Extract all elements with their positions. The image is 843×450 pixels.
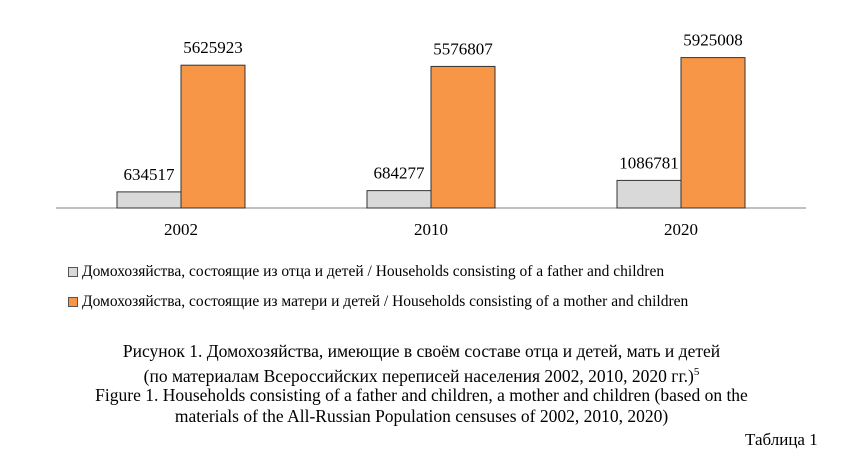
x-tick-label: 2020 (664, 220, 698, 239)
data-label-father-2010: 684277 (374, 164, 426, 183)
legend-swatch-father (68, 267, 78, 277)
legend-swatch-mother (68, 297, 78, 307)
bar-mother-2002 (180, 64, 246, 209)
legend-label-father: Домохозяйства, состоящие из отца и детей… (82, 263, 665, 280)
legend-label-mother: Домохозяйства, состоящие из матери и дет… (82, 293, 689, 310)
caption-en-line1: Figure 1. Households consisting of a fat… (95, 385, 748, 405)
bar-father-2002 (116, 191, 182, 209)
data-label-mother-2020: 5925008 (683, 31, 743, 50)
bar-mother-2020 (680, 57, 746, 209)
x-tick-label: 2010 (414, 220, 448, 239)
data-label-mother-2002: 5625923 (183, 38, 243, 57)
bar-mother-2010 (430, 65, 496, 209)
x-tick-label: 2002 (164, 220, 198, 239)
bar-father-2020 (616, 179, 682, 209)
caption-ru-line1: Рисунок 1. Домохозяйства, имеющие в своё… (122, 341, 721, 361)
data-label-mother-2010: 5576807 (433, 39, 493, 58)
data-label-father-2002: 634517 (124, 165, 176, 184)
bar-father-2010 (366, 190, 432, 209)
caption-ru-line2: (по материалам Всероссийских переписей н… (0, 362, 843, 387)
legend-item-mother: Домохозяйства, состоящие из матери и дет… (68, 293, 688, 311)
caption-ru-line2-text: (по материалам Всероссийских переписей н… (143, 365, 694, 386)
legend-item-father: Домохозяйства, состоящие из отца и детей… (68, 263, 664, 281)
footnote-marker: 5 (693, 366, 700, 378)
data-label-father-2020: 1086781 (619, 153, 679, 172)
caption-en-line2: materials of the All-Russian Population … (174, 406, 669, 426)
table-label: Таблица 1 (745, 430, 818, 449)
bar-chart: 2002 634517 5625923 2010 684277 5576807 2020 10… (56, 31, 806, 239)
